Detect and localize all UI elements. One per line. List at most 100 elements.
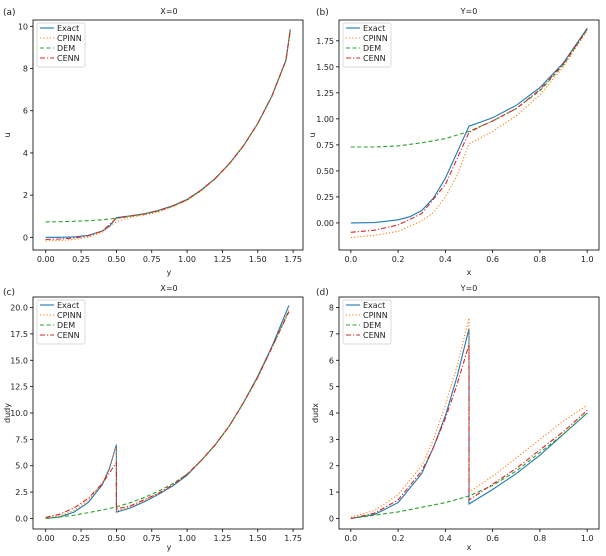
x-tick-label-a-0: 0.00 <box>37 255 55 264</box>
series-line-cenn-d <box>350 344 588 520</box>
x-axis-label-c: y <box>167 543 172 552</box>
panel-label-c: (c) <box>3 288 15 298</box>
x-tick-label-d-4: 0.8 <box>534 534 547 543</box>
panel-d: (d) Y=0 0.0 0.2 0.4 0.6 0.8 1.0 0 1 2 3 4 5 6 7 8 x du… <box>311 284 600 552</box>
x-tick-label-d-3: 0.6 <box>486 534 499 543</box>
y-tick-label-b-6: 1.50 <box>316 63 334 72</box>
series-line-cenn-c <box>45 311 290 518</box>
y-tick-label-c-8: 20.0 <box>10 304 28 313</box>
y-tick-label-a-5: 10 <box>18 22 28 31</box>
legend-box-d <box>342 299 392 345</box>
legend-label-cpinn-b: CPINN <box>363 34 388 43</box>
x-tick-label-c-2: 0.50 <box>107 534 125 543</box>
legend-label-dem-c: DEM <box>57 321 75 330</box>
y-axis-label-a: u <box>3 132 12 137</box>
y-tick-label-c-2: 5.0 <box>15 462 28 471</box>
x-tick-label-c-0: 0.00 <box>37 534 55 543</box>
x-tick-label-b-0: 0.0 <box>344 255 357 264</box>
y-tick-label-b-2: 0.50 <box>316 167 334 176</box>
panel-c: (c) X=0 0.00 0.25 0.50 0.75 1.00 1.25 1.50 1.75… <box>3 284 304 552</box>
y-tick-label-d-8: 8 <box>329 304 334 313</box>
x-tick-label-c-5: 1.25 <box>214 534 232 543</box>
legend-box-c <box>36 299 86 345</box>
x-tick-label-b-1: 0.2 <box>392 255 405 264</box>
y-tick-label-d-2: 2 <box>329 462 334 471</box>
x-tick-label-a-5: 1.25 <box>214 255 232 264</box>
x-tick-label-b-3: 0.6 <box>486 255 499 264</box>
plot-area-d: 0.0 0.2 0.4 0.6 0.8 1.0 0 1 2 3 4 5 6 7 8 <box>329 304 594 543</box>
legend-label-cenn-d: CENN <box>363 331 386 340</box>
x-tick-label-a-2: 0.50 <box>107 255 125 264</box>
x-tick-label-c-3: 0.75 <box>143 534 161 543</box>
x-tick-label-d-2: 0.4 <box>439 534 452 543</box>
x-tick-label-a-1: 0.25 <box>72 255 90 264</box>
legend-label-cenn-c: CENN <box>57 331 80 340</box>
legend-label-cpinn-d: CPINN <box>363 311 388 320</box>
legend-label-dem-a: DEM <box>57 44 75 53</box>
y-tick-label-d-3: 3 <box>329 435 334 444</box>
x-axis-label-d: x <box>467 543 472 552</box>
x-tick-label-a-3: 0.75 <box>143 255 161 264</box>
legend-box-a <box>36 22 86 68</box>
axes-frame-b <box>338 19 600 251</box>
y-tick-label-c-0: 0.0 <box>15 514 28 523</box>
y-axis-label-c: dudy <box>3 403 12 423</box>
y-tick-label-c-6: 15.0 <box>10 356 28 365</box>
y-tick-label-c-4: 10.0 <box>10 409 28 418</box>
chart-title-a: X=0 <box>160 7 177 16</box>
plot-area-c: 0.00 0.25 0.50 0.75 1.00 1.25 1.50 1.75 0.0 2.5 5.… <box>10 304 302 543</box>
y-tick-label-a-4: 8 <box>23 65 28 74</box>
y-tick-label-c-3: 7.5 <box>15 435 28 444</box>
legend-label-cpinn-c: CPINN <box>57 311 82 320</box>
x-axis-label-a: y <box>167 268 172 277</box>
x-tick-label-c-4: 1.00 <box>178 534 196 543</box>
chart-title-d: Y=0 <box>460 284 478 293</box>
legend-label-exact-b: Exact <box>363 24 385 33</box>
legend-label-cpinn-a: CPINN <box>57 34 82 43</box>
legend-label-cenn-b: CENN <box>363 54 386 63</box>
y-tick-label-a-1: 2 <box>23 191 28 200</box>
chart-title-c: X=0 <box>160 284 177 293</box>
y-tick-label-c-1: 2.5 <box>15 488 28 497</box>
plot-area-b: 0.0 0.2 0.4 0.6 0.8 1.0 0.00 0.25 0.50 0.75 1.00 1.… <box>316 27 594 264</box>
series-line-cenn-a <box>45 29 291 240</box>
legend-label-exact-a: Exact <box>57 24 79 33</box>
x-tick-label-d-5: 1.0 <box>581 534 594 543</box>
y-tick-label-d-1: 1 <box>329 488 334 497</box>
series-line-dem-d <box>350 412 588 520</box>
series-line-exact-b <box>350 27 588 224</box>
y-tick-label-a-3: 6 <box>23 107 28 116</box>
legend-box-b <box>342 22 392 68</box>
y-tick-label-b-3: 0.75 <box>316 141 334 150</box>
series-line-exact-d <box>350 328 588 520</box>
x-tick-label-c-6: 1.50 <box>249 534 267 543</box>
x-tick-label-b-4: 0.8 <box>534 255 547 264</box>
series-line-dem-c <box>45 310 290 520</box>
panel-label-a: (a) <box>3 8 16 18</box>
x-tick-label-a-4: 1.00 <box>178 255 196 264</box>
y-tick-label-d-0: 0 <box>329 514 334 523</box>
x-tick-label-c-7: 1.75 <box>284 534 302 543</box>
chart-title-b: Y=0 <box>460 7 478 16</box>
series-line-cpinn-a <box>45 29 291 242</box>
legend-label-dem-b: DEM <box>363 44 381 53</box>
plot-area-a: 0.00 0.25 0.50 0.75 1.00 1.25 1.50 1.75 0 2 4 6 8 10 <box>18 22 302 264</box>
x-tick-label-b-5: 1.0 <box>581 255 594 264</box>
y-tick-label-b-0: 0.00 <box>316 219 334 228</box>
y-tick-label-c-5: 12.5 <box>10 383 28 392</box>
legend-label-exact-c: Exact <box>57 301 79 310</box>
x-tick-label-d-0: 0.0 <box>344 534 357 543</box>
y-tick-label-d-7: 7 <box>329 330 334 339</box>
y-axis-label-d: dudx <box>311 403 320 423</box>
legend-label-exact-d: Exact <box>363 301 385 310</box>
y-tick-label-b-4: 1.00 <box>316 115 334 124</box>
y-tick-label-d-5: 5 <box>329 383 334 392</box>
series-line-cpinn-d <box>350 317 588 518</box>
y-tick-label-d-4: 4 <box>329 409 334 418</box>
panel-label-b: (b) <box>316 8 329 18</box>
x-tick-label-c-1: 0.25 <box>72 534 90 543</box>
